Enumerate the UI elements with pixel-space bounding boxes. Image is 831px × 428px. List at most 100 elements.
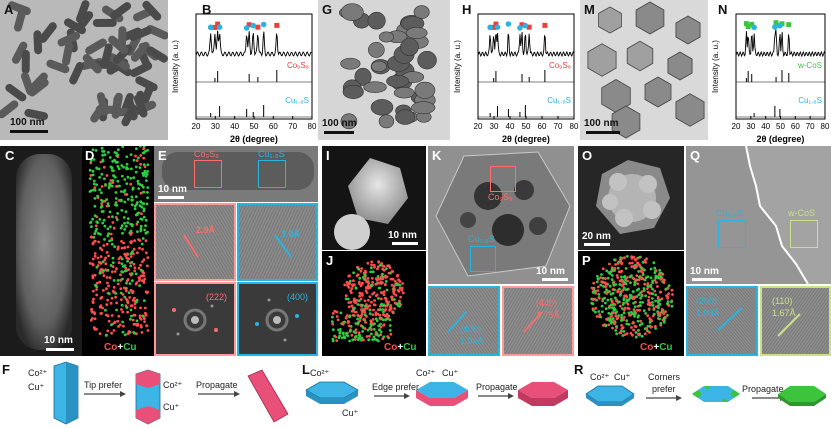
lattice-fringe: [504, 288, 532, 336]
corners-prefer-schematic: [585, 385, 826, 406]
lattice-fringe: [802, 315, 829, 354]
eds-dot: [655, 281, 658, 284]
eds-dot: [100, 202, 104, 205]
legend-co: Co: [104, 342, 118, 353]
lattice-fringe: [708, 288, 756, 345]
eds-dot: [124, 224, 128, 228]
eds-dot: [98, 280, 102, 284]
eds-dot: [622, 311, 626, 315]
eds-dot: [400, 286, 404, 290]
eds-dot: [641, 301, 644, 304]
xrd-tick-label: 30: [746, 122, 755, 131]
nanorod: [57, 31, 81, 47]
lattice-fringe: [430, 334, 444, 354]
eds-dot: [102, 218, 106, 222]
eds-dot: [643, 258, 647, 262]
eds-dot: [382, 293, 386, 297]
eds-dot: [119, 287, 123, 291]
lattice-fringe: [787, 294, 829, 354]
eds-dot: [95, 285, 99, 289]
nanoplates-micrograph: [338, 3, 437, 130]
eds-dot: [667, 292, 671, 295]
lattice-fringe: [732, 288, 756, 317]
eds-dot: [353, 306, 356, 310]
eds-dot: [97, 167, 101, 171]
eds-dot: [375, 293, 379, 297]
eds-dot: [603, 290, 607, 294]
hexagon-plate: [626, 40, 654, 72]
eds-dot: [379, 322, 382, 326]
eds-dot: [343, 336, 347, 340]
panel-e-hrtem-image: E Co₉S₈ Cu₁.₈S 10 nm: [154, 146, 318, 202]
eds-dot: [381, 277, 385, 281]
eds-dot: [662, 316, 666, 320]
lattice-fringe: [239, 205, 253, 235]
eds-dot: [129, 308, 133, 312]
eds-dot: [364, 321, 367, 324]
eds-dot: [662, 279, 666, 283]
eds-dot: [101, 271, 105, 274]
eds-dot: [102, 244, 106, 247]
eds-dot: [610, 278, 614, 281]
lattice-fringe: [456, 288, 498, 348]
eds-dot: [658, 269, 662, 272]
eds-dot: [104, 184, 107, 187]
eds-dot: [112, 329, 116, 332]
eds-dot: [99, 232, 102, 236]
eds-dot: [643, 282, 647, 286]
eds-dot: [377, 260, 380, 263]
eds-dot: [352, 330, 356, 334]
xrd-tick-label: 70: [806, 122, 815, 131]
lattice-fringe: [156, 249, 174, 279]
eds-dot: [139, 191, 143, 195]
eds-dot: [135, 159, 139, 162]
eds-dot: [620, 313, 623, 317]
eds-dot: [605, 269, 609, 273]
nanorod: [13, 8, 27, 32]
lattice-fringe: [688, 319, 717, 354]
eds-dot: [115, 267, 118, 271]
eds-dot: [112, 286, 116, 289]
eds-dot: [104, 262, 108, 266]
eds-dot: [611, 291, 615, 295]
eds-dot: [643, 289, 646, 292]
eds-dot: [383, 309, 387, 312]
eds-dot: [142, 202, 146, 206]
eds-dot: [100, 191, 103, 195]
eds-dot: [92, 158, 96, 161]
eds-dot: [121, 231, 124, 235]
d-spacing-line-2: [274, 234, 292, 258]
eds-dot: [331, 312, 335, 315]
eds-dot: [95, 183, 98, 187]
eds-dot: [396, 302, 399, 306]
eds-dot: [117, 314, 121, 318]
lattice-fringe: [546, 309, 572, 354]
eds-dot: [114, 203, 117, 207]
eds-dot: [146, 191, 149, 194]
panel-n-xrd-chart: Intensity (a. u.) 2θ (degree) 20 30 40 50 60 70…: [708, 0, 831, 145]
ion-co-label: Co²⁺: [310, 368, 330, 378]
eds-dot: [114, 191, 118, 194]
eds-dot: [643, 332, 647, 336]
eds-dot: [381, 264, 385, 268]
lattice-fringe: [441, 288, 489, 354]
eds-dot: [93, 252, 97, 255]
eds-dot: [647, 307, 651, 311]
panel-n-label: N: [718, 2, 728, 17]
eds-dot: [396, 273, 400, 277]
eds-dot: [390, 295, 393, 299]
eds-dot: [623, 256, 626, 260]
xrd-peak-marker: [250, 22, 257, 29]
eds-dot: [112, 279, 116, 282]
eds-dot: [632, 277, 636, 280]
eds-dot: [110, 331, 113, 335]
eds-dot: [590, 286, 594, 290]
lattice-fringe: [507, 288, 547, 354]
lattice-fringe: [239, 205, 247, 222]
panel-o-label: O: [582, 148, 593, 163]
eds-dot: [91, 217, 94, 221]
eds-dot: [641, 260, 645, 264]
eds-dot: [146, 264, 149, 268]
eds-dot: [662, 320, 666, 324]
lattice-fringe: [292, 227, 316, 279]
